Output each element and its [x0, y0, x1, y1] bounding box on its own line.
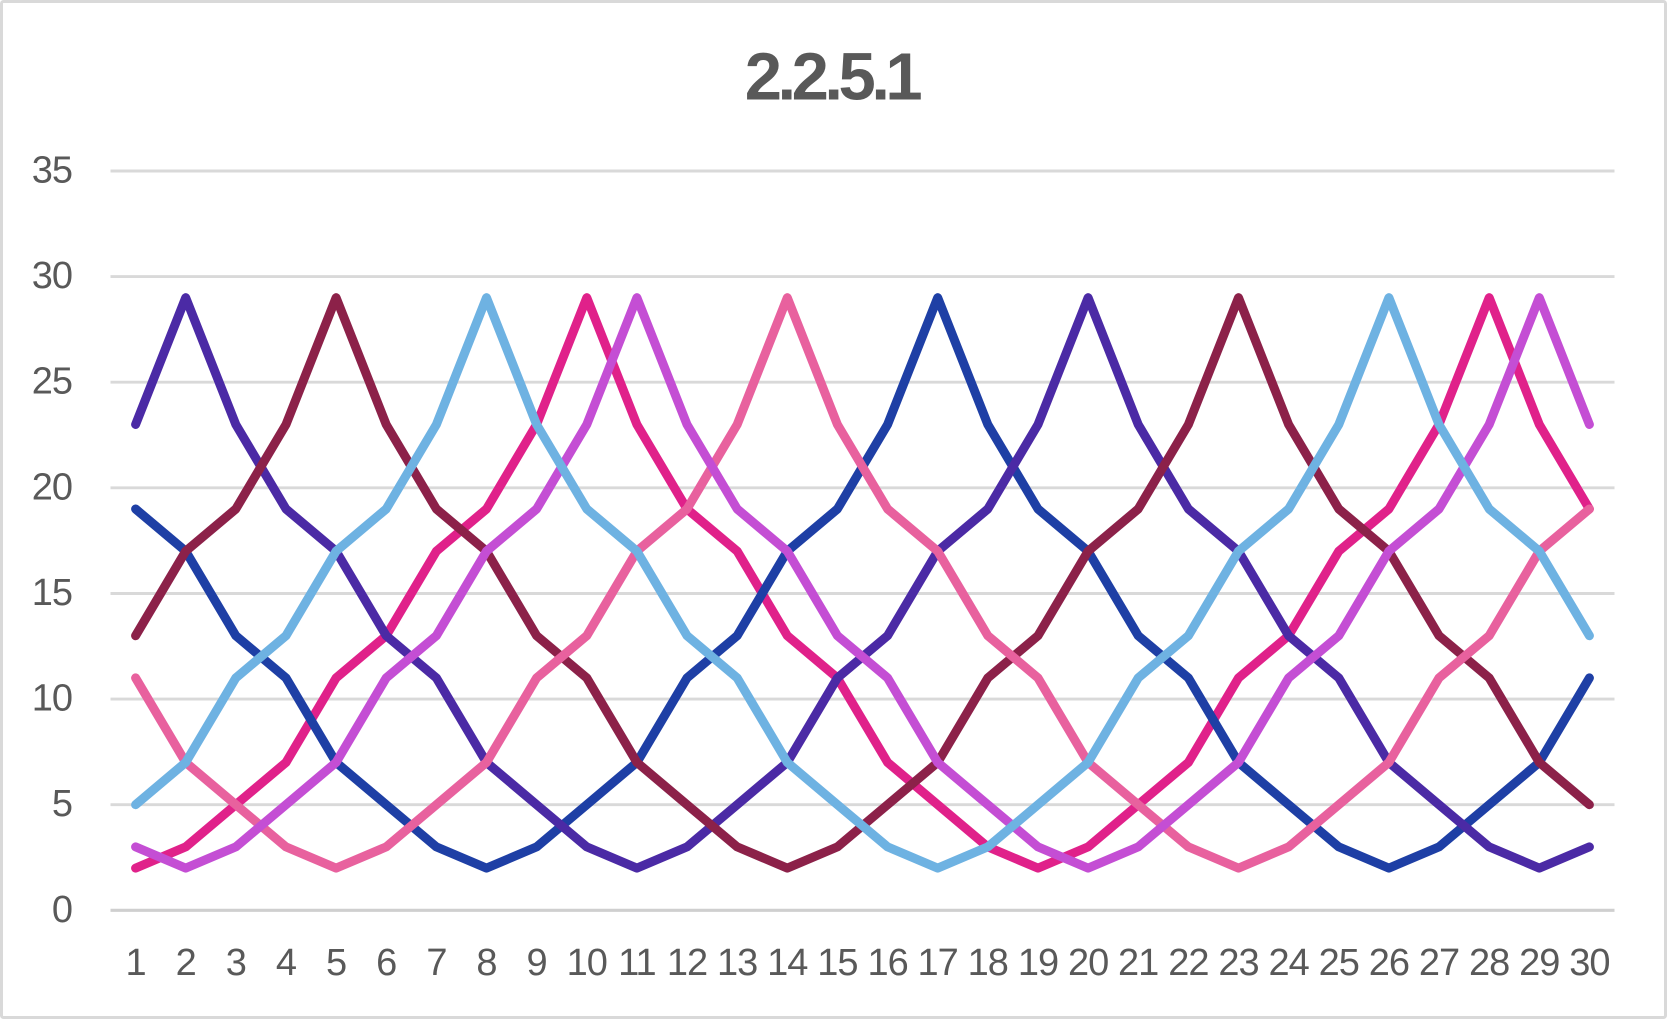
svg-text:6: 6: [376, 942, 396, 984]
svg-text:25: 25: [1319, 942, 1359, 984]
svg-text:30: 30: [1569, 942, 1609, 984]
svg-text:7: 7: [426, 942, 446, 984]
svg-text:18: 18: [968, 942, 1008, 984]
svg-text:29: 29: [1519, 942, 1559, 984]
svg-text:10: 10: [567, 942, 607, 984]
svg-text:11: 11: [618, 942, 655, 984]
svg-text:20: 20: [1068, 942, 1108, 984]
svg-text:5: 5: [326, 942, 346, 984]
svg-text:13: 13: [717, 942, 757, 984]
svg-text:19: 19: [1018, 942, 1058, 984]
svg-text:3: 3: [226, 942, 246, 984]
svg-text:28: 28: [1469, 942, 1509, 984]
svg-text:30: 30: [32, 255, 72, 297]
svg-text:10: 10: [32, 678, 72, 720]
svg-text:16: 16: [867, 942, 907, 984]
svg-text:21: 21: [1118, 942, 1158, 984]
svg-text:2: 2: [176, 942, 196, 984]
svg-text:25: 25: [32, 361, 72, 403]
svg-text:1: 1: [126, 942, 146, 984]
svg-text:14: 14: [767, 942, 808, 984]
svg-text:15: 15: [817, 942, 857, 984]
svg-text:23: 23: [1218, 942, 1258, 984]
svg-text:15: 15: [32, 572, 72, 614]
svg-text:26: 26: [1369, 942, 1409, 984]
svg-text:0: 0: [52, 889, 72, 931]
svg-text:8: 8: [476, 942, 496, 984]
svg-text:5: 5: [52, 783, 72, 825]
svg-text:17: 17: [918, 942, 958, 984]
svg-text:35: 35: [32, 150, 72, 192]
svg-text:27: 27: [1419, 942, 1459, 984]
svg-text:22: 22: [1168, 942, 1208, 984]
svg-text:24: 24: [1268, 942, 1309, 984]
svg-text:12: 12: [667, 942, 707, 984]
svg-text:2.2.5.1: 2.2.5.1: [745, 40, 922, 115]
svg-text:9: 9: [527, 942, 547, 984]
svg-text:4: 4: [276, 942, 297, 984]
svg-text:20: 20: [32, 466, 72, 508]
